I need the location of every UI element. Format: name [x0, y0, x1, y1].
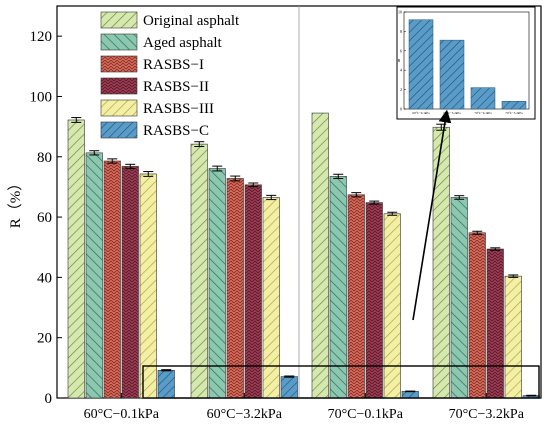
bar — [329, 176, 347, 399]
bars — [67, 112, 540, 399]
x-tick-label: 60°C−3.2kPa — [207, 407, 283, 422]
bar — [432, 126, 450, 399]
inset-y-tick-label: 0 — [400, 107, 402, 112]
bar — [383, 213, 401, 399]
bar — [121, 166, 139, 399]
inset-y-tick-label: 6 — [400, 48, 402, 53]
legend-label: RASBS−C — [143, 123, 209, 139]
highlight-box — [142, 365, 540, 399]
legend-swatch — [100, 99, 138, 117]
x-axis: 60°C−0.1kPa 60°C−3.2kPa 70°C−0.1kPa 70°C−3.… — [84, 393, 525, 422]
y-axis: 0 20 40 60 80 100 120 R（%） — [7, 29, 62, 407]
y-axis-label: R（%） — [7, 176, 24, 229]
bar — [450, 197, 468, 399]
bar — [208, 168, 226, 399]
bar — [468, 232, 486, 399]
bar — [311, 112, 329, 399]
x-tick-label: 70°C−3.2kPa — [449, 407, 525, 422]
legend: Original asphalt Aged asphalt RASBS−I RASBS… — [100, 11, 240, 139]
bar — [85, 152, 103, 399]
y-tick-label: 100 — [30, 89, 53, 105]
x-tick-label: 60°C−0.1kPa — [84, 407, 160, 422]
legend-swatch — [100, 77, 138, 95]
inset-y-label: R — [398, 58, 401, 63]
inset-frame — [403, 11, 530, 110]
bar — [190, 143, 208, 399]
bar — [103, 160, 121, 399]
bar — [504, 275, 522, 399]
inset-y-tick-label: 4 — [400, 68, 402, 73]
legend-label: Original asphalt — [143, 13, 240, 29]
inset-bar — [470, 87, 496, 110]
legend-swatch — [100, 33, 138, 51]
y-tick-label: 20 — [37, 331, 52, 347]
annotations — [142, 109, 540, 399]
inset-bar — [408, 19, 434, 110]
y-tick-label: 40 — [37, 270, 52, 286]
legend-label: Aged asphalt — [143, 35, 223, 51]
legend-label: RASBS−II — [143, 79, 209, 95]
inset-x-tick-label: 60°C−3.2kPa — [443, 111, 461, 115]
inset-y-tick-label: 2 — [400, 87, 402, 92]
bar — [262, 197, 280, 399]
bar — [365, 202, 383, 399]
inset-x-tick-label: 70°C−3.2kPa — [505, 111, 523, 115]
bar — [347, 194, 365, 399]
inset-bar — [501, 100, 527, 110]
bar — [401, 391, 419, 399]
bar — [486, 248, 504, 399]
y-tick-label: 0 — [45, 391, 53, 407]
legend-swatch — [100, 121, 138, 139]
inset-y-tick-label: 10 — [398, 10, 402, 15]
legend-label: RASBS−III — [143, 101, 214, 117]
arrow — [412, 109, 452, 321]
inset-x-tick-label: 70°C−0.1kPa — [474, 111, 492, 115]
y-tick-label: 80 — [37, 150, 52, 166]
x-tick-label: 70°C−0.1kPa — [328, 407, 404, 422]
bar — [157, 369, 175, 399]
legend-label: RASBS−I — [143, 57, 204, 73]
y-tick-label: 60 — [37, 210, 52, 226]
bar — [139, 173, 157, 399]
y-tick-label: 120 — [30, 29, 53, 45]
bar — [67, 119, 85, 399]
legend-swatch — [100, 55, 138, 73]
inset-y-tick-label: 8 — [400, 29, 402, 34]
inset-chart: 0 2 4 6 8 10 R 60°C−0.1kPa 60°C−3.2kPa 70°C−0.1kP… — [396, 6, 536, 120]
legend-swatch — [100, 11, 138, 29]
bar — [280, 376, 298, 399]
bar — [226, 178, 244, 399]
inset-bar — [439, 39, 465, 110]
inset-x-tick-label: 60°C−0.1kPa — [412, 111, 430, 115]
